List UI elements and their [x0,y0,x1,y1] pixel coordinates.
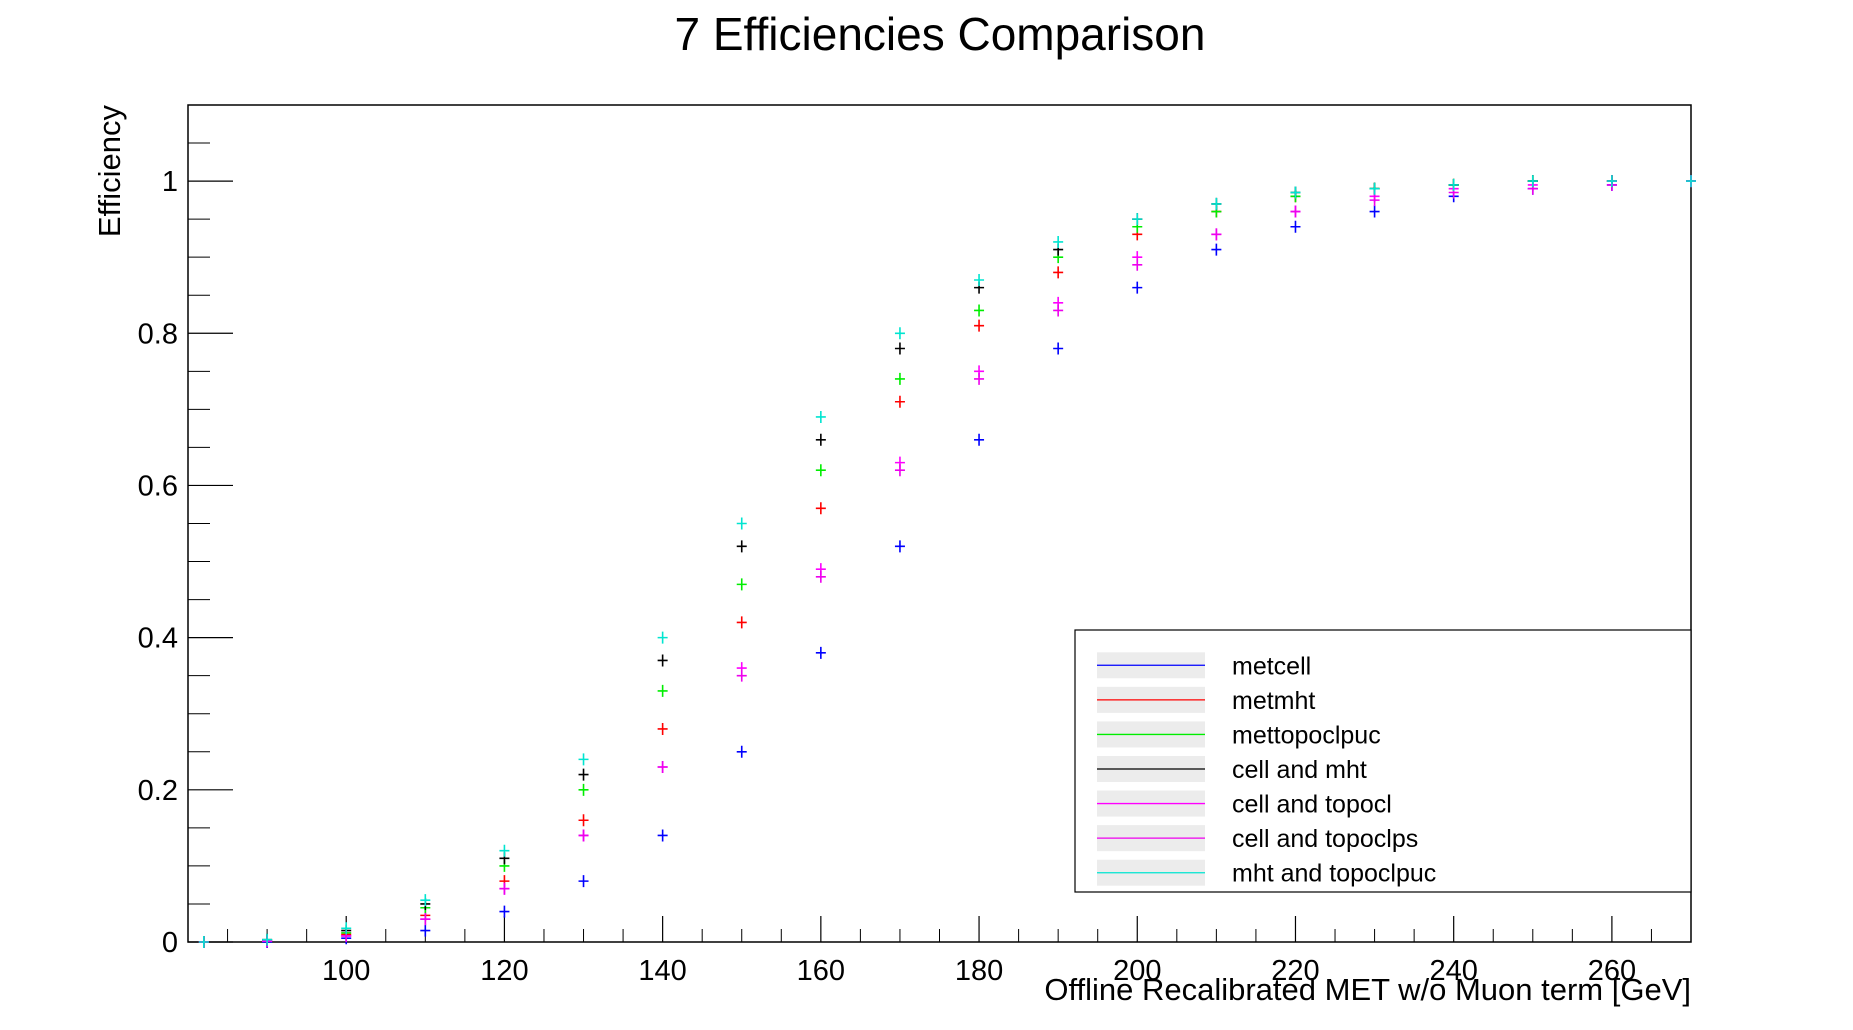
data-point [1369,182,1380,195]
data-point [894,540,905,553]
data-point [736,578,747,591]
data-point [1211,243,1222,256]
data-point [974,304,985,317]
data-point [499,905,510,918]
y-axis-label: Efficiency [92,105,127,238]
series-layer [198,175,1696,948]
data-point [657,654,668,667]
x-tick-label: 140 [638,955,686,987]
data-point [1211,197,1222,210]
data-point [1053,304,1064,317]
data-point [815,646,826,659]
data-point [894,395,905,408]
data-point [974,274,985,287]
data-point [815,502,826,515]
y-tick-label: 0.8 [138,318,178,350]
data-point [657,631,668,644]
x-tick-label: 120 [480,955,528,987]
data-point [815,433,826,446]
data-point [1527,175,1538,188]
data-point [1053,235,1064,248]
data-point [815,570,826,583]
data-point [815,410,826,423]
data-point [341,922,352,935]
data-point [736,669,747,682]
data-point [894,372,905,385]
data-point [1290,186,1301,199]
data-point [894,464,905,477]
data-point [578,875,589,888]
y-tick-label: 0.2 [138,775,178,807]
x-tick-label: 220 [1271,955,1319,987]
data-point [1686,175,1696,188]
legend-label: cell and topocl [1232,791,1392,819]
legend-label: cell and topoclps [1232,825,1418,853]
data-point [736,745,747,758]
data-point [736,517,747,530]
data-point [1132,281,1143,294]
data-point [578,829,589,842]
data-point [1132,258,1143,271]
legend-label: metmht [1232,687,1315,715]
data-point [894,327,905,340]
data-point [578,768,589,781]
data-point [1053,342,1064,355]
data-point [1290,205,1301,218]
data-point [974,372,985,385]
data-point [1211,228,1222,241]
legend-label: cell and mht [1232,756,1367,784]
data-point [1448,178,1459,191]
x-tick-label: 260 [1588,955,1636,987]
data-point [815,464,826,477]
data-point [499,882,510,895]
data-point [198,936,209,948]
data-point [736,616,747,629]
data-point [1369,194,1380,207]
data-point [1606,175,1617,188]
data-point [1290,220,1301,233]
data-point [894,342,905,355]
data-point [420,913,431,926]
data-point [1053,266,1064,279]
x-tick-label: 180 [955,955,1003,987]
data-point [262,933,273,946]
x-tick-label: 160 [797,955,845,987]
data-point [578,814,589,827]
data-point [657,722,668,735]
x-axis-label: Offline Recalibrated MET w/o Muon term [… [1044,972,1691,1007]
x-tick-label: 240 [1429,955,1477,987]
series-6 [198,175,1696,948]
chart-title: 7 Efficiencies Comparison [675,8,1206,60]
data-point [974,319,985,332]
data-point [420,894,431,907]
legend: metcell metmht mettopoclpuc cell and mht cel… [1074,629,1692,893]
y-tick-label: 0.4 [138,623,178,655]
legend-label: mettopoclpuc [1232,721,1381,749]
data-point [1132,213,1143,226]
data-point [657,829,668,842]
legend-label: metcell [1232,652,1311,680]
data-point [578,783,589,796]
x-tick-label: 200 [1113,955,1161,987]
data-point [420,924,431,937]
y-tick-label: 1 [162,166,178,198]
data-point [499,844,510,857]
legend-label: mht and topoclpuc [1232,860,1436,888]
data-point [736,540,747,553]
data-point [974,433,985,446]
data-point [657,760,668,773]
data-point [657,684,668,697]
x-tick-label: 100 [322,955,370,987]
data-point [1369,205,1380,218]
y-tick-label: 0.6 [138,470,178,502]
y-tick-label: 0 [162,927,178,959]
axes: 100 120 140 160 180 200 220 240 260 0 0.2 0.4 0.6 0.8… [138,104,1692,987]
data-point [578,753,589,766]
